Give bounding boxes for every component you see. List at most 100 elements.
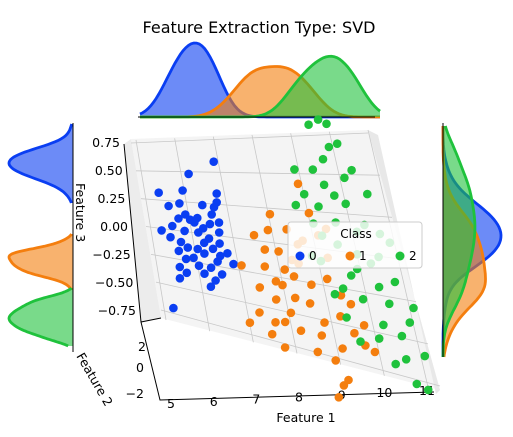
point-class-0 (212, 189, 221, 198)
point-class-2 (409, 303, 418, 313)
point-class-0 (164, 201, 173, 211)
point-class-0 (175, 199, 184, 208)
x-tick-label: 5 (167, 396, 175, 411)
point-class-2 (346, 271, 356, 280)
point-class-0 (215, 239, 224, 248)
point-class-2 (304, 120, 313, 129)
point-class-2 (385, 299, 394, 309)
point-class-2 (332, 139, 342, 148)
tick-labels: 5678910110.750.500.250.00−0.25−0.50−0.75… (92, 135, 435, 411)
point-class-1 (263, 225, 273, 235)
legend-label-2: 2 (409, 249, 417, 263)
point-class-1 (260, 262, 270, 271)
point-class-0 (214, 218, 224, 227)
point-class-2 (412, 379, 422, 389)
legend: Class 0 1 2 (287, 221, 423, 269)
point-class-2 (379, 320, 388, 330)
point-class-1 (265, 209, 275, 219)
point-class-0 (209, 157, 218, 166)
point-class-2 (330, 191, 339, 200)
point-class-0 (206, 263, 216, 273)
point-class-0 (199, 238, 209, 248)
legend-marker-1 (345, 251, 355, 261)
left-marginal-kde (7, 123, 74, 348)
point-class-2 (291, 200, 301, 210)
grid-line-z (160, 309, 441, 387)
grid-line-z (130, 132, 369, 144)
point-class-2 (338, 284, 348, 293)
point-class-1 (249, 230, 259, 240)
point-class-2 (363, 189, 372, 199)
point-class-2 (322, 119, 331, 129)
right-kde-line-class-2 (441, 125, 477, 358)
right-marginal-kde (441, 125, 503, 358)
point-class-1 (271, 318, 280, 327)
point-class-1 (274, 247, 283, 256)
point-class-0 (194, 261, 204, 271)
z-tick-label: −0.50 (95, 275, 133, 290)
point-class-2 (314, 202, 323, 211)
point-class-2 (397, 331, 407, 341)
point-class-0 (223, 249, 232, 258)
point-class-1 (331, 356, 341, 365)
grid-line-x (135, 139, 167, 321)
grid-line-z (135, 170, 381, 176)
x-tick-label: 10 (376, 385, 392, 400)
point-class-1 (320, 318, 329, 327)
point-class-1 (286, 308, 296, 318)
point-class-0 (198, 224, 208, 233)
top-marginal-kde (139, 41, 381, 119)
point-class-1 (267, 329, 277, 339)
point-class-2 (423, 385, 433, 395)
z-tick-label: 0.75 (92, 135, 120, 150)
point-class-1 (255, 308, 264, 317)
point-class-0 (198, 200, 207, 210)
point-class-0 (214, 228, 224, 237)
point-class-0 (200, 249, 209, 258)
point-class-1 (255, 283, 265, 292)
point-class-2 (319, 180, 329, 190)
point-class-2 (308, 165, 318, 174)
point-class-0 (190, 218, 199, 227)
left-kde-line-class-1 (7, 233, 73, 291)
point-class-1 (271, 277, 281, 286)
point-class-2 (358, 294, 368, 304)
bottom-axis-line (140, 321, 435, 401)
point-class-0 (184, 169, 193, 179)
point-class-0 (180, 226, 189, 236)
point-class-2 (374, 334, 384, 343)
point-class-0 (229, 259, 238, 269)
point-class-1 (296, 326, 306, 336)
point-class-1 (350, 328, 359, 338)
grid-line-z (150, 253, 417, 303)
point-class-0 (207, 210, 216, 219)
point-class-0 (217, 270, 227, 279)
point-class-0 (174, 214, 183, 223)
point-class-0 (216, 251, 225, 261)
y-tick-label: 0 (136, 360, 144, 375)
point-class-0 (193, 244, 202, 254)
point-class-2 (318, 154, 328, 164)
point-class-0 (200, 269, 209, 279)
point-class-2 (405, 318, 415, 327)
point-class-0 (212, 198, 221, 207)
grid-line-x (251, 134, 298, 354)
point-class-0 (211, 276, 220, 285)
point-class-1 (359, 321, 369, 330)
point-class-0 (206, 282, 216, 292)
point-class-0 (166, 232, 175, 242)
point-class-1 (313, 347, 323, 357)
legend-label-1: 1 (359, 249, 367, 263)
x-tick-label: 6 (210, 394, 218, 409)
legend-frame (287, 221, 423, 269)
point-class-1 (260, 245, 270, 254)
point-class-1 (305, 299, 315, 308)
point-class-2 (347, 165, 356, 175)
legend-marker-0 (295, 251, 305, 261)
point-class-1 (293, 179, 303, 189)
right-pane (368, 130, 440, 394)
point-class-2 (340, 173, 349, 183)
point-class-0 (189, 253, 198, 263)
